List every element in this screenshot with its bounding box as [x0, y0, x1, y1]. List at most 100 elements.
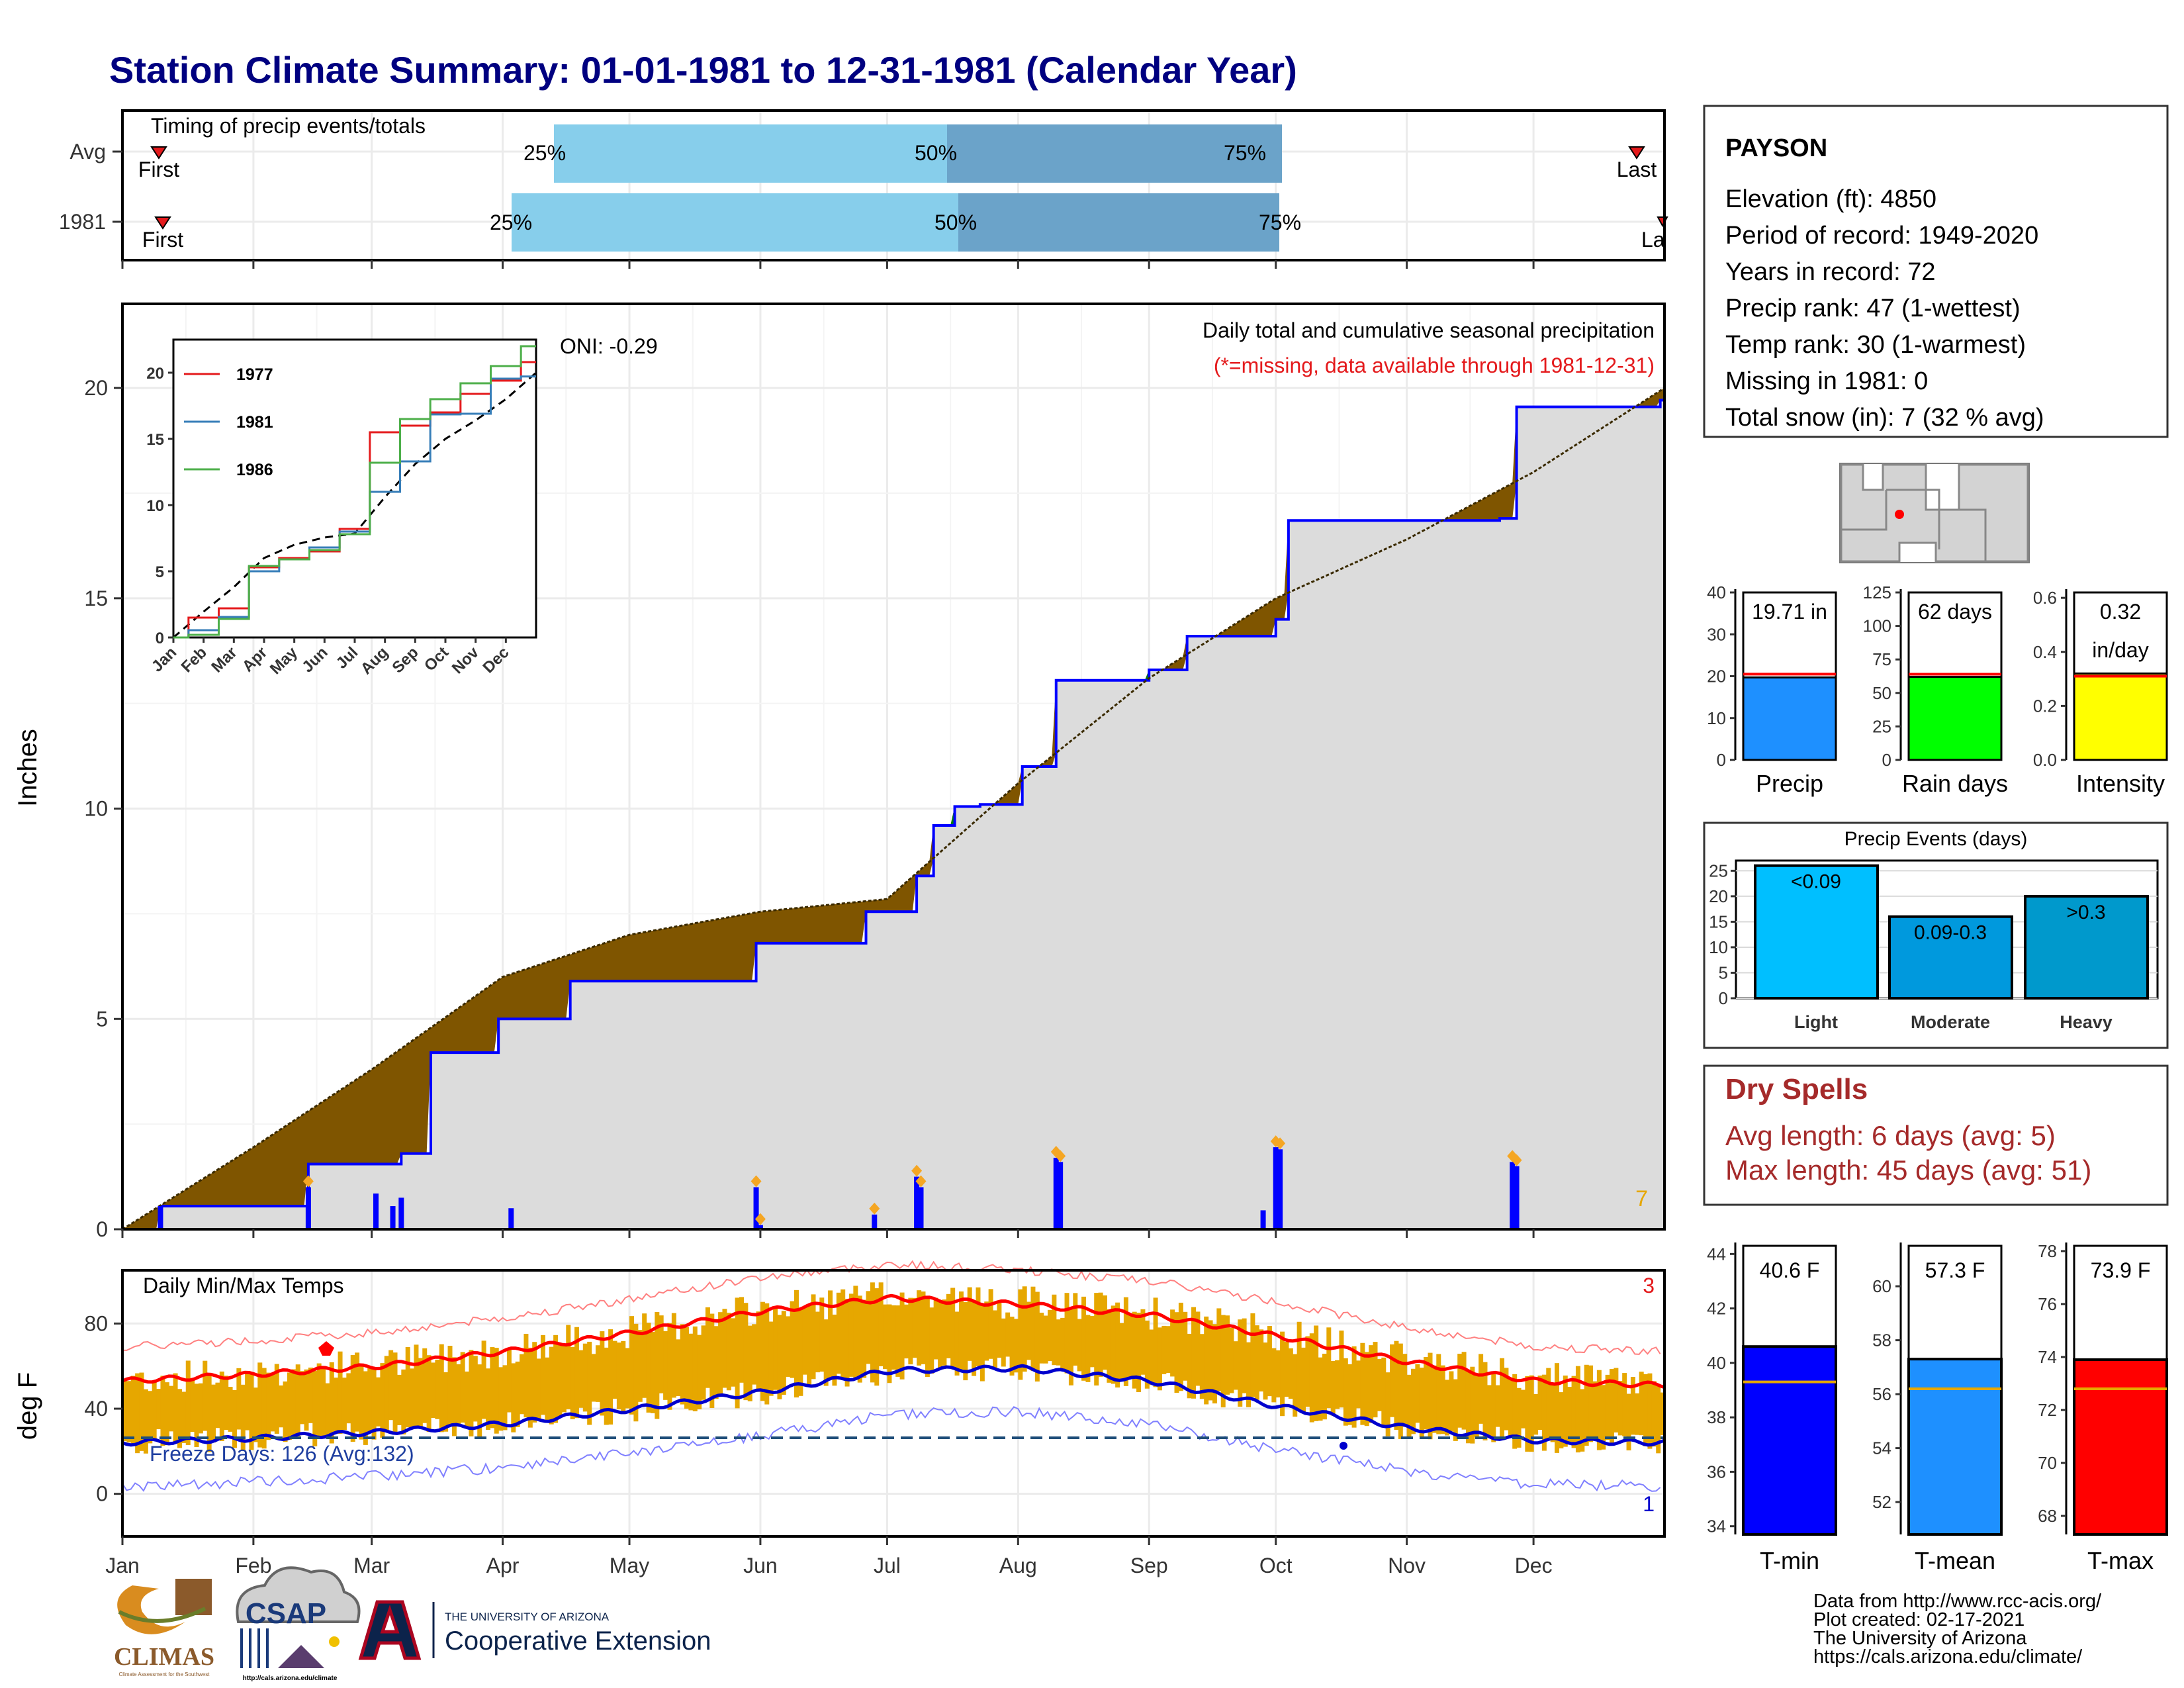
summary-bar-tick: 25	[1872, 716, 1891, 736]
daily-temp-range	[287, 1372, 292, 1440]
month-tick-label: Nov	[1388, 1554, 1426, 1577]
daily-temp-range	[747, 1325, 752, 1401]
daily-temp-range	[396, 1374, 402, 1426]
month-tick-label: Aug	[999, 1554, 1037, 1577]
daily-temp-range	[1009, 1317, 1015, 1376]
daily-temp-range	[1123, 1297, 1128, 1386]
daily-precip-bar	[1510, 1162, 1516, 1229]
daily-temp-range	[1364, 1352, 1369, 1427]
daily-temp-range	[1335, 1360, 1340, 1409]
daily-temp-range	[925, 1297, 930, 1378]
daily-temp-range	[1622, 1373, 1627, 1436]
month-tick-label: Jul	[874, 1554, 901, 1577]
daily-temp-range	[1385, 1372, 1390, 1436]
events-bar-label: 0.09-0.3	[1914, 922, 1987, 944]
daily-temp-range	[684, 1327, 689, 1409]
daily-temp-range	[1635, 1393, 1640, 1435]
temp-bar-value-label: 57.3 F	[1925, 1258, 1985, 1282]
daily-temp-range	[844, 1299, 850, 1387]
daily-temp-range	[371, 1368, 377, 1440]
avg-50-75-bar	[947, 124, 1282, 183]
daily-temp-range	[1630, 1377, 1635, 1435]
temp-bar-tick: 52	[1872, 1492, 1891, 1512]
snow-marker	[1275, 1137, 1286, 1150]
daily-temp-range	[912, 1297, 917, 1358]
record-min-line	[122, 1406, 1661, 1492]
daily-temp-range	[1356, 1360, 1361, 1409]
daily-temp-range	[1102, 1295, 1107, 1370]
station-name: PAYSON	[1725, 134, 1827, 162]
daily-temp-range	[148, 1391, 153, 1444]
daily-temp-range	[802, 1307, 807, 1375]
timing-frame	[121, 109, 1666, 261]
daily-temp-range	[130, 1376, 136, 1445]
daily-temp-range	[1305, 1336, 1310, 1407]
inset-xtick-label: Jul	[333, 643, 362, 673]
daily-temp-range	[443, 1372, 449, 1432]
daily-temp-range	[1238, 1319, 1243, 1407]
daily-temp-range	[1504, 1368, 1509, 1430]
daily-temp-range	[1026, 1301, 1032, 1360]
daily-temp-range	[363, 1371, 368, 1445]
events-ytick: 10	[1709, 937, 1728, 957]
daily-temp-range	[1297, 1321, 1302, 1409]
daily-temp-range	[1254, 1325, 1259, 1400]
temp-bar-tick: 38	[1707, 1407, 1726, 1427]
daily-temp-range	[1048, 1309, 1052, 1362]
daily-temp-range	[1034, 1291, 1040, 1382]
daily-temp-range	[655, 1311, 660, 1419]
daily-temp-range	[1107, 1309, 1112, 1383]
daily-temp-range	[1199, 1334, 1205, 1399]
daily-temp-range	[122, 1380, 127, 1442]
summary-bar-value-unit: in/day	[2092, 638, 2148, 662]
daily-temp-range	[1132, 1311, 1137, 1389]
daily-temp-range	[752, 1324, 757, 1385]
month-tick-label: Dec	[1515, 1554, 1553, 1577]
daily-temp-range	[139, 1372, 144, 1451]
daily-temp-range	[878, 1282, 884, 1366]
precip-ytick-label: 20	[84, 376, 108, 400]
temp-bar-category: T-min	[1760, 1547, 1819, 1574]
daily-temp-range	[211, 1384, 216, 1443]
daily-temp-range	[1064, 1293, 1069, 1374]
daily-temp-range	[325, 1383, 330, 1438]
daily-temp-range	[177, 1389, 182, 1448]
timing-row-obs: 1981	[59, 210, 106, 234]
daily-temp-range	[1018, 1289, 1023, 1380]
daily-temp-range	[768, 1321, 774, 1396]
daily-temp-range	[1559, 1392, 1564, 1449]
ua-extension-logo: THE UNIVERSITY OF ARIZONA Cooperative Ex…	[358, 1600, 711, 1660]
month-tick-label: May	[610, 1554, 649, 1577]
daily-temp-range	[1533, 1393, 1539, 1435]
inset-xtick-label: Jan	[148, 643, 180, 675]
temperature-summary-bars: 34 36 38 40 42 44 40.6 F T-min 52 54 56 58 60 57.3 F T…	[1707, 1241, 2168, 1574]
daily-temp-range	[1432, 1365, 1437, 1433]
daily-temp-range	[857, 1295, 862, 1383]
daily-temp-range	[253, 1387, 258, 1442]
daily-temp-range	[1479, 1354, 1484, 1424]
daily-precip-bar	[398, 1197, 404, 1229]
station-period: Period of record: 1949-2020	[1725, 222, 2038, 250]
daily-temp-range	[680, 1324, 685, 1405]
daily-temp-range	[988, 1289, 993, 1359]
snow-count: 7	[1635, 1186, 1648, 1211]
daily-temp-range	[1419, 1368, 1424, 1437]
daily-temp-range	[1369, 1345, 1374, 1423]
daily-temp-range	[1660, 1392, 1665, 1436]
daily-temp-range	[883, 1304, 888, 1370]
station-info-box: PAYSON Elevation (ft): 4850 Period of re…	[1703, 105, 2169, 438]
daily-temp-range	[1174, 1312, 1179, 1393]
daily-temp-range	[439, 1344, 444, 1432]
daily-temp-range	[1170, 1309, 1175, 1377]
daily-temp-range	[249, 1373, 254, 1450]
daily-temp-range	[1191, 1307, 1197, 1399]
daily-temp-range	[341, 1378, 347, 1430]
daily-temp-range	[1525, 1376, 1530, 1452]
inset-ytick-label: 15	[146, 431, 164, 449]
daily-temp-range	[181, 1391, 187, 1443]
station-info-frame	[1703, 105, 2169, 438]
temp-bar-tick: 36	[1707, 1462, 1726, 1481]
daily-temp-range	[1267, 1326, 1272, 1397]
daily-temp-range	[608, 1329, 614, 1425]
temp-bar-tick: 34	[1707, 1517, 1726, 1536]
